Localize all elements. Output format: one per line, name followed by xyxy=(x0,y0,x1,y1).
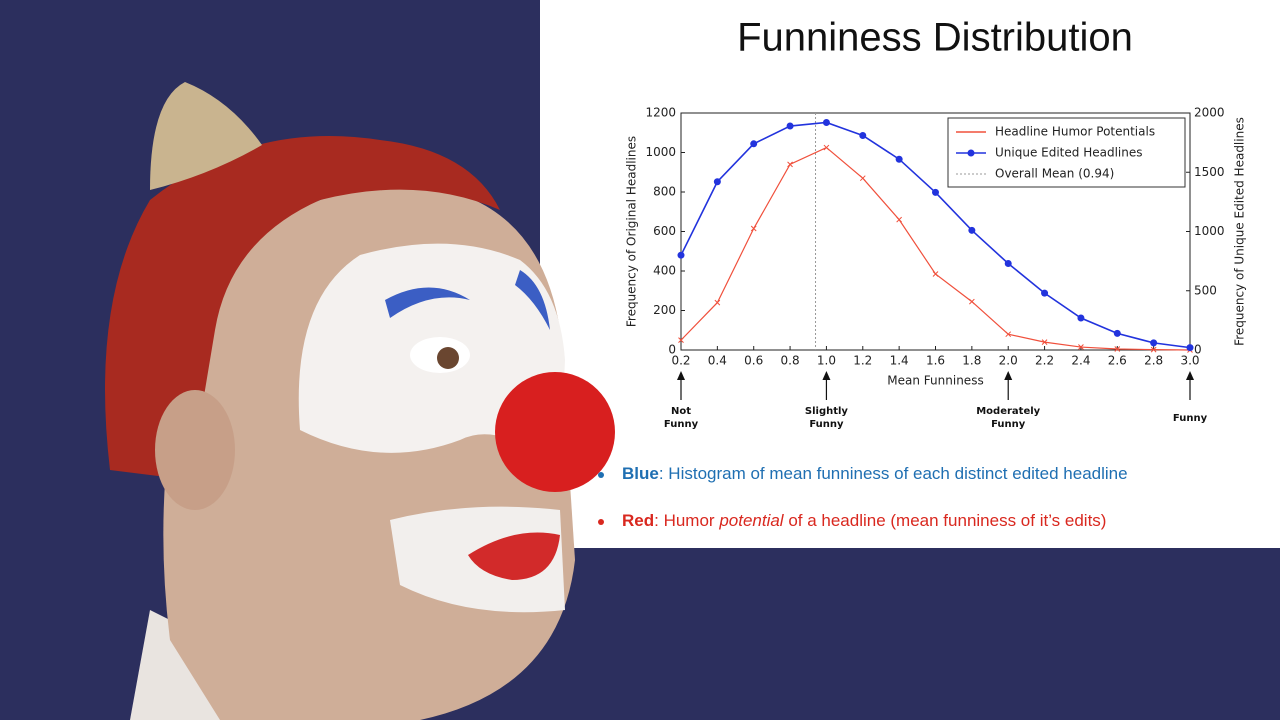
chart-panel xyxy=(540,0,1280,548)
legend-label: Overall Mean (0.94) xyxy=(995,167,1114,181)
point xyxy=(1114,346,1121,352)
x-tick-label: 2.0 xyxy=(999,354,1018,368)
x-tick-label: 0.2 xyxy=(671,354,690,368)
legend-label: Unique Edited Headlines xyxy=(995,146,1142,160)
y2-tick-label: 1500 xyxy=(1194,165,1225,179)
plot: 0 200 400 600 800 1000 1200 0 500 1000 1500 2000 0.2… xyxy=(625,106,1247,400)
y-tick-label: 0 xyxy=(668,343,676,357)
point xyxy=(1113,329,1121,337)
point xyxy=(1186,344,1194,352)
y-axis-label: Frequency of Original Headlines xyxy=(625,136,639,327)
point xyxy=(859,132,867,140)
point xyxy=(1078,344,1084,350)
y2-tick-label: 0 xyxy=(1194,343,1202,357)
x-tick-label: 1.8 xyxy=(962,354,981,368)
y-tick-label: 1000 xyxy=(645,145,676,159)
bullet-text: : Histogram of mean funniness of each di… xyxy=(658,464,1128,483)
x-tick-label: 1.0 xyxy=(817,354,836,368)
legend-marker xyxy=(967,149,975,157)
point xyxy=(968,226,976,234)
y2-tick-label: 500 xyxy=(1194,283,1217,297)
point xyxy=(750,225,757,232)
legend-label: Headline Humor Potentials xyxy=(995,125,1155,139)
y-tick-label: 600 xyxy=(653,224,676,238)
bullet: Blue: Histogram of mean funniness of eac… xyxy=(598,464,1128,484)
y2-axis-label: Frequency of Unique Edited Headlines xyxy=(1233,117,1247,346)
x-tick-label: 2.6 xyxy=(1108,354,1127,368)
annotation-arrowhead xyxy=(677,371,685,380)
point xyxy=(713,178,721,186)
bullet-text: : Humor xyxy=(654,511,720,530)
point xyxy=(1150,339,1158,347)
annotation-arrowhead xyxy=(1186,371,1194,380)
bullet: Red: Humor potential of a headline (mean… xyxy=(598,511,1106,531)
annotation-arrowhead xyxy=(822,371,831,380)
annotation-label: Moderately Funny xyxy=(976,406,1041,430)
y2-tick-label: 1000 xyxy=(1194,224,1225,238)
annotation-label: Slightly Funny xyxy=(804,406,848,430)
point xyxy=(677,251,685,259)
x-tick-label: 1.2 xyxy=(853,354,872,368)
x-tick-label: 2.2 xyxy=(1035,354,1054,368)
point xyxy=(1004,259,1012,267)
bullet-text: Red xyxy=(622,511,655,530)
bullet-dot xyxy=(598,518,604,525)
point xyxy=(678,337,684,343)
y-tick-label: 1200 xyxy=(645,106,676,120)
point xyxy=(896,216,902,223)
y2-tick-label: 2000 xyxy=(1194,106,1225,120)
slide-title: Funniness Distribution xyxy=(737,16,1133,60)
point xyxy=(859,175,866,182)
annotation-arrowhead xyxy=(1004,371,1013,380)
annotation-label: Funny xyxy=(1172,413,1208,424)
bullet-text: Blue xyxy=(622,464,659,483)
point xyxy=(823,144,830,151)
x-tick-label: 0.4 xyxy=(708,354,727,368)
point xyxy=(932,188,939,196)
x-tick-label: 2.8 xyxy=(1144,354,1163,368)
x-axis-label: Mean Funniness xyxy=(887,374,983,388)
clown-photo xyxy=(105,82,615,720)
x-tick-label: 3.0 xyxy=(1180,354,1199,368)
point xyxy=(1041,289,1049,297)
point xyxy=(750,140,758,148)
y-tick-label: 400 xyxy=(653,264,676,278)
legend-box xyxy=(947,117,1186,188)
point xyxy=(1150,346,1157,353)
y-tick-label: 800 xyxy=(653,185,676,199)
y-tick-label: 200 xyxy=(653,303,676,317)
point xyxy=(969,298,975,305)
point xyxy=(786,122,794,130)
bullet-text: potential xyxy=(719,511,784,530)
annotation-label: Not Funny xyxy=(663,406,699,430)
x-tick-label: 1.4 xyxy=(890,354,909,368)
point xyxy=(822,118,830,126)
bullet-dot xyxy=(598,471,604,478)
point xyxy=(1041,339,1048,345)
x-tick-label: 1.6 xyxy=(926,354,945,368)
bullet-text: of a headline (mean funniness of it’s ed… xyxy=(783,511,1107,530)
x-tick-label: 0.8 xyxy=(781,354,800,368)
point xyxy=(895,155,903,163)
point xyxy=(932,271,939,277)
x-tick-label: 2.4 xyxy=(1071,354,1090,368)
x-tick-label: 0.6 xyxy=(744,354,763,368)
point xyxy=(1077,314,1085,322)
point xyxy=(1005,331,1012,338)
point xyxy=(714,299,721,306)
point xyxy=(787,161,793,168)
